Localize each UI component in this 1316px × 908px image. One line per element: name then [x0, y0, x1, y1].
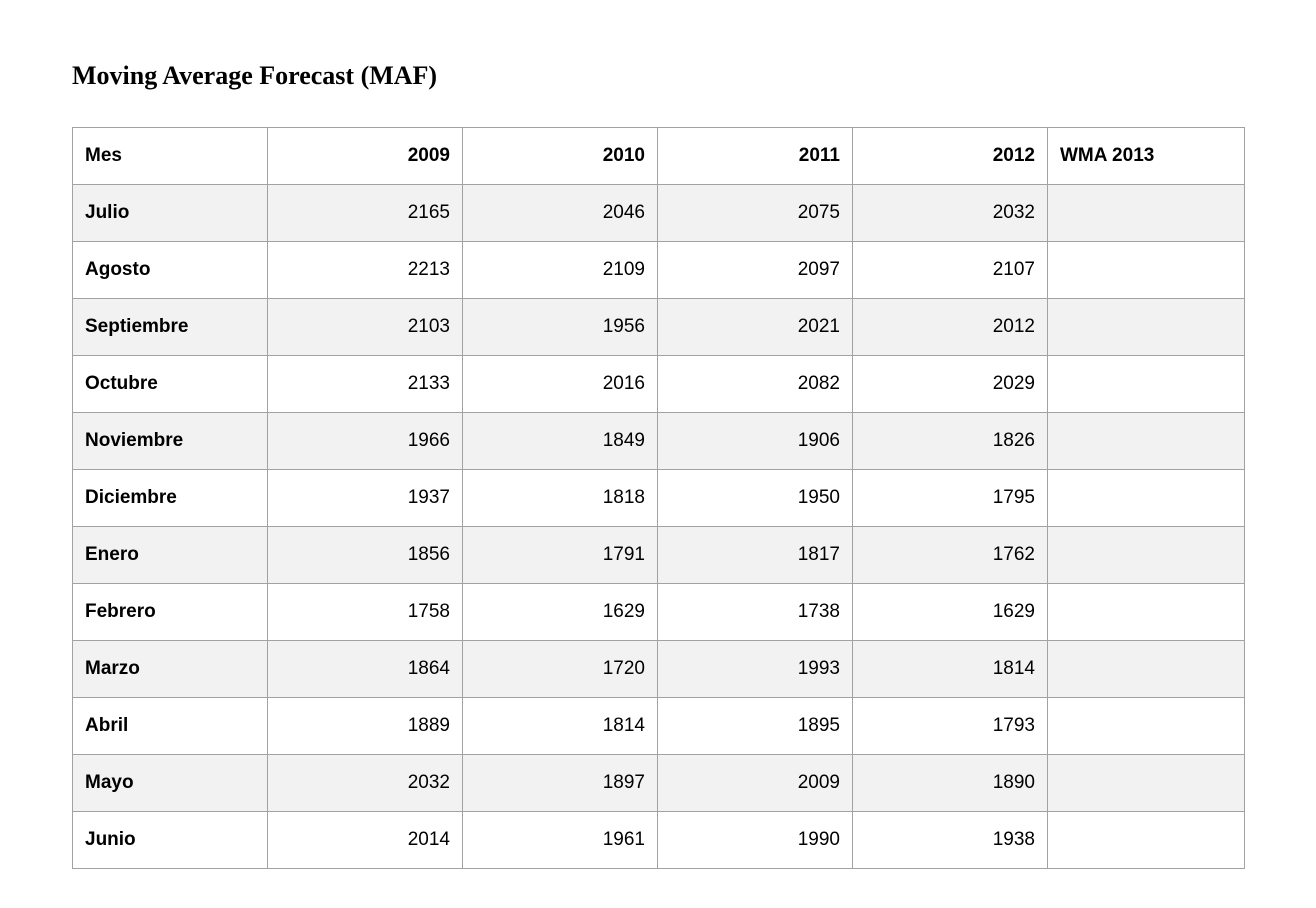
cell-mes: Abril — [72, 697, 268, 755]
cell-2012: 1814 — [852, 640, 1048, 698]
cell-2009: 1966 — [267, 412, 463, 470]
cell-wma-2013 — [1047, 526, 1245, 584]
cell-2010: 1791 — [462, 526, 658, 584]
table-row: Marzo 1864 1720 1993 1814 — [72, 640, 1245, 698]
cell-mes: Enero — [72, 526, 268, 584]
cell-2009: 1889 — [267, 697, 463, 755]
cell-2009: 1937 — [267, 469, 463, 527]
cell-2010: 1897 — [462, 754, 658, 812]
table-row: Octubre 2133 2016 2082 2029 — [72, 355, 1245, 413]
cell-2012: 1890 — [852, 754, 1048, 812]
cell-mes: Mayo — [72, 754, 268, 812]
cell-wma-2013 — [1047, 355, 1245, 413]
cell-2009: 2133 — [267, 355, 463, 413]
cell-2010: 1814 — [462, 697, 658, 755]
cell-2011: 1906 — [657, 412, 853, 470]
cell-mes: Septiembre — [72, 298, 268, 356]
table-row: Junio 2014 1961 1990 1938 — [72, 811, 1245, 869]
table-body: Julio 2165 2046 2075 2032 Agosto 2213 21… — [72, 184, 1245, 869]
header-2009: 2009 — [267, 127, 463, 185]
cell-2009: 1856 — [267, 526, 463, 584]
cell-2009: 2103 — [267, 298, 463, 356]
cell-mes: Junio — [72, 811, 268, 869]
cell-2011: 1993 — [657, 640, 853, 698]
cell-2009: 1758 — [267, 583, 463, 641]
cell-mes: Diciembre — [72, 469, 268, 527]
cell-2011: 2021 — [657, 298, 853, 356]
cell-wma-2013 — [1047, 298, 1245, 356]
cell-2010: 1629 — [462, 583, 658, 641]
cell-2010: 2109 — [462, 241, 658, 299]
cell-2012: 2032 — [852, 184, 1048, 242]
cell-wma-2013 — [1047, 583, 1245, 641]
cell-2012: 1795 — [852, 469, 1048, 527]
cell-2012: 1826 — [852, 412, 1048, 470]
header-2011: 2011 — [657, 127, 853, 185]
table-row: Noviembre 1966 1849 1906 1826 — [72, 412, 1245, 470]
cell-2009: 2014 — [267, 811, 463, 869]
cell-2009: 1864 — [267, 640, 463, 698]
cell-2009: 2032 — [267, 754, 463, 812]
cell-2011: 2082 — [657, 355, 853, 413]
cell-2011: 2075 — [657, 184, 853, 242]
cell-2012: 2012 — [852, 298, 1048, 356]
cell-2012: 2107 — [852, 241, 1048, 299]
cell-mes: Octubre — [72, 355, 268, 413]
cell-wma-2013 — [1047, 640, 1245, 698]
table-row: Agosto 2213 2109 2097 2107 — [72, 241, 1245, 299]
cell-wma-2013 — [1047, 697, 1245, 755]
cell-2012: 2029 — [852, 355, 1048, 413]
cell-mes: Febrero — [72, 583, 268, 641]
header-2010: 2010 — [462, 127, 658, 185]
table-row: Febrero 1758 1629 1738 1629 — [72, 583, 1245, 641]
header-2012: 2012 — [852, 127, 1048, 185]
cell-2011: 1895 — [657, 697, 853, 755]
cell-mes: Agosto — [72, 241, 268, 299]
cell-wma-2013 — [1047, 469, 1245, 527]
cell-2011: 1950 — [657, 469, 853, 527]
maf-table: Mes 2009 2010 2011 2012 WMA 2013 Julio 2… — [72, 127, 1245, 869]
cell-wma-2013 — [1047, 184, 1245, 242]
header-wma-2013: WMA 2013 — [1047, 127, 1245, 185]
cell-mes: Julio — [72, 184, 268, 242]
page-title: Moving Average Forecast (MAF) — [72, 61, 438, 91]
cell-2012: 1762 — [852, 526, 1048, 584]
cell-2011: 1990 — [657, 811, 853, 869]
table-row: Mayo 2032 1897 2009 1890 — [72, 754, 1245, 812]
cell-2010: 1961 — [462, 811, 658, 869]
table-row: Diciembre 1937 1818 1950 1795 — [72, 469, 1245, 527]
cell-wma-2013 — [1047, 811, 1245, 869]
cell-2009: 2213 — [267, 241, 463, 299]
cell-2012: 1938 — [852, 811, 1048, 869]
cell-wma-2013 — [1047, 241, 1245, 299]
cell-mes: Noviembre — [72, 412, 268, 470]
header-row: Mes 2009 2010 2011 2012 WMA 2013 — [72, 127, 1245, 185]
table-row: Julio 2165 2046 2075 2032 — [72, 184, 1245, 242]
cell-2011: 2097 — [657, 241, 853, 299]
table-header: Mes 2009 2010 2011 2012 WMA 2013 — [72, 127, 1245, 185]
cell-2010: 1818 — [462, 469, 658, 527]
cell-2011: 2009 — [657, 754, 853, 812]
cell-2012: 1793 — [852, 697, 1048, 755]
cell-2011: 1817 — [657, 526, 853, 584]
cell-wma-2013 — [1047, 754, 1245, 812]
table-row: Abril 1889 1814 1895 1793 — [72, 697, 1245, 755]
cell-2010: 1720 — [462, 640, 658, 698]
cell-2010: 1956 — [462, 298, 658, 356]
table-row: Septiembre 2103 1956 2021 2012 — [72, 298, 1245, 356]
table-row: Enero 1856 1791 1817 1762 — [72, 526, 1245, 584]
header-mes: Mes — [72, 127, 268, 185]
cell-2011: 1738 — [657, 583, 853, 641]
cell-2010: 2016 — [462, 355, 658, 413]
cell-2010: 1849 — [462, 412, 658, 470]
cell-2012: 1629 — [852, 583, 1048, 641]
cell-mes: Marzo — [72, 640, 268, 698]
cell-2009: 2165 — [267, 184, 463, 242]
cell-wma-2013 — [1047, 412, 1245, 470]
cell-2010: 2046 — [462, 184, 658, 242]
